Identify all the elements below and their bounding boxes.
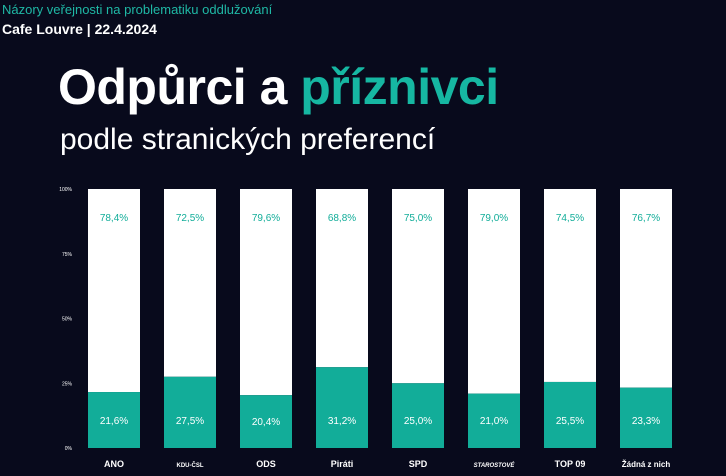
data-label-lower: 25,0%	[404, 416, 432, 427]
bar-segment-upper	[392, 189, 444, 384]
title-part2-accent: příznivci	[300, 59, 499, 115]
page-subtitle: podle stranických preferencí	[60, 123, 436, 156]
survey-title: Názory veřejnosti na problematiku oddluž…	[2, 2, 273, 17]
bar-segment-upper	[544, 189, 596, 382]
bar-segment-lower	[316, 367, 368, 448]
data-label-lower: 27,5%	[176, 416, 204, 427]
data-label-upper: 75,0%	[404, 213, 432, 224]
data-label-lower: 31,2%	[328, 416, 356, 427]
data-label-upper: 79,0%	[480, 213, 508, 224]
bar-segment-upper	[468, 189, 520, 394]
data-label-lower: 20,4%	[252, 417, 280, 428]
bar-segment-upper	[88, 189, 140, 393]
page-title: Odpůrci a příznivci	[58, 58, 499, 116]
bar-segment-lower	[392, 383, 444, 448]
bar-segment-upper	[316, 189, 368, 368]
stacked-bar-chart: 0% 25% 50% 75% 100% 78,4% 21,6% ANO 72,5% 27,5% KD…	[59, 187, 672, 469]
category-label: Piráti	[331, 459, 354, 469]
data-label-lower: 21,0%	[480, 416, 508, 427]
y-tick-label: 100%	[59, 187, 72, 193]
data-label-upper: 76,7%	[632, 213, 660, 224]
data-label-upper: 68,8%	[328, 213, 356, 224]
bar-segment-lower	[88, 392, 140, 448]
category-label: Žádná z nich	[622, 460, 671, 469]
data-label-lower: 25,5%	[556, 416, 584, 427]
category-label: ODS	[256, 459, 276, 469]
bar-segment-upper	[240, 189, 292, 396]
data-label-lower: 21,6%	[100, 416, 128, 427]
y-tick-label: 0%	[65, 446, 73, 452]
y-tick-label: 50%	[62, 317, 73, 323]
bar-segment-lower	[240, 395, 292, 448]
bar-segment-lower	[468, 393, 520, 448]
bar-segment-lower	[620, 387, 672, 448]
category-label: STAROSTOVÉ	[474, 461, 516, 469]
event-line: Cafe Louvre | 22.4.2024	[2, 21, 157, 37]
data-label-upper: 72,5%	[176, 213, 204, 224]
data-label-upper: 78,4%	[100, 213, 128, 224]
y-tick-label: 75%	[62, 252, 73, 258]
data-label-upper: 79,6%	[252, 213, 280, 224]
category-label: TOP 09	[555, 459, 586, 469]
bar-segment-upper	[620, 189, 672, 388]
category-label: ANO	[104, 459, 124, 469]
bar-segment-lower	[544, 381, 596, 448]
category-label: SPD	[409, 459, 428, 469]
data-label-upper: 74,5%	[556, 213, 584, 224]
bar-segment-upper	[164, 189, 216, 377]
title-part1: Odpůrci a	[58, 59, 301, 115]
category-label: KDU-ČSL	[177, 462, 204, 469]
bar-segment-lower	[164, 376, 216, 448]
y-tick-label: 25%	[62, 381, 73, 387]
data-label-lower: 23,3%	[632, 416, 660, 427]
